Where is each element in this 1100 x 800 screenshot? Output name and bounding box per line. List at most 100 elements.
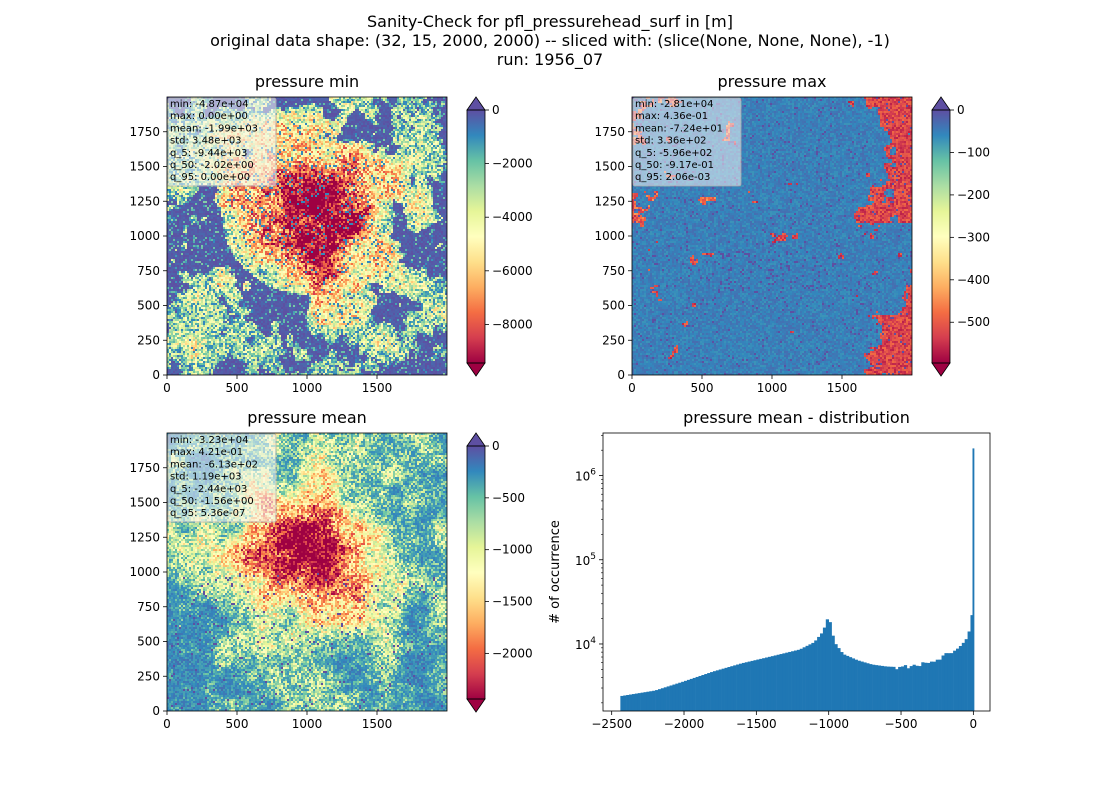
histogram-bar xyxy=(970,615,974,711)
histogram-bar xyxy=(663,687,667,711)
histogram-bar xyxy=(715,670,720,711)
heatmap-panel-1: pressure min 0 500 1000 1500 0 250 500 750 1000 12… xyxy=(129,72,532,395)
histogram-bar xyxy=(799,648,803,711)
histogram-bar xyxy=(909,666,913,711)
stats-line: mean: -7.24e+01 xyxy=(635,123,723,134)
histogram-bar xyxy=(672,684,676,711)
y-tick-label: 1250 xyxy=(594,194,625,208)
histogram-bar xyxy=(964,639,968,711)
colorbar-gradient xyxy=(467,446,485,699)
colorbar-tick-label: 0 xyxy=(957,103,965,117)
stats-line: max: 0.00e+00 xyxy=(170,111,248,122)
colorbar: 0 −100 −200 −300 −400 −500 xyxy=(931,96,990,377)
histogram-bar xyxy=(643,692,647,711)
x-tick-label: 500 xyxy=(226,717,249,731)
histogram-bar xyxy=(866,663,870,711)
histogram-bar xyxy=(655,690,659,711)
histogram-bar xyxy=(741,662,746,711)
y-tick-label: 500 xyxy=(137,299,160,313)
histogram-bar xyxy=(938,659,942,711)
stats-line: min: -4.87e+04 xyxy=(170,99,249,110)
x-tick-label: 0 xyxy=(628,381,636,395)
histogram-bar xyxy=(972,448,975,711)
histogram-bar xyxy=(684,680,688,711)
histogram-bar xyxy=(779,654,783,711)
histogram-bar xyxy=(791,651,795,711)
colorbar-tick-label: −2000 xyxy=(492,157,533,171)
histogram-bar xyxy=(901,666,905,711)
histogram-bar xyxy=(733,665,737,711)
x-tick-label: −500 xyxy=(885,717,918,731)
histogram-bar xyxy=(869,664,873,711)
stats-box-bg xyxy=(167,433,277,523)
y-tick-label: 250 xyxy=(602,333,625,347)
histogram-bar xyxy=(822,627,827,711)
colorbar-tick-label: −8000 xyxy=(492,317,533,331)
y-tick-label: 1500 xyxy=(129,496,160,510)
colorbar-extend-top xyxy=(466,432,486,447)
histogram-bar xyxy=(785,652,789,711)
heatmap-panel-3: pressure mean 0 500 1000 1500 0 250 500 750 1000 1… xyxy=(129,408,532,731)
histogram-bar xyxy=(765,657,769,711)
histogram-bar xyxy=(828,622,832,711)
colorbar-extend-bottom xyxy=(931,362,951,377)
stats-line: max: 4.21e-01 xyxy=(170,447,243,458)
stats-line: min: -2.81e+04 xyxy=(635,99,714,110)
histogram-bar xyxy=(698,675,702,711)
x-tick-label: −1000 xyxy=(808,717,849,731)
stats-line: q_50: -1.56e+00 xyxy=(170,496,254,507)
histogram-bar xyxy=(727,667,731,711)
y-tick-label: 0 xyxy=(152,368,160,382)
histogram-bar xyxy=(854,659,858,711)
y-tick-label: 104 xyxy=(575,636,596,652)
histogram-bar xyxy=(730,666,734,711)
histogram-bar xyxy=(704,674,708,711)
y-tick-label: 0 xyxy=(617,368,625,382)
panel-title: pressure max xyxy=(717,72,826,91)
stats-line: q_95: 0.00e+00 xyxy=(170,172,250,183)
histogram-bar xyxy=(631,694,636,711)
histogram-bar xyxy=(912,664,916,711)
colorbar-tick-label: 0 xyxy=(492,103,500,117)
histogram-bar xyxy=(721,668,725,711)
histogram-bar xyxy=(848,657,853,711)
x-tick-label: 500 xyxy=(226,381,249,395)
y-tick-label: 1500 xyxy=(594,160,625,174)
histogram-bar xyxy=(932,661,937,711)
histogram-bar xyxy=(889,666,893,711)
x-tick-label: 0 xyxy=(970,717,978,731)
histogram-bar xyxy=(620,695,624,711)
x-tick-label: 1500 xyxy=(362,381,393,395)
histogram-bar xyxy=(756,659,760,711)
histogram-bar xyxy=(929,661,934,711)
histogram-bar xyxy=(857,660,861,711)
y-tick-label: 106 xyxy=(575,468,596,484)
histogram-bar xyxy=(872,664,876,711)
histogram-bar xyxy=(710,672,714,711)
panel-title: pressure mean - distribution xyxy=(683,408,910,427)
histogram-bar xyxy=(967,631,971,711)
stats-line: std: 3.36e+02 xyxy=(635,136,707,147)
histogram-bar xyxy=(863,662,867,711)
histogram-bar xyxy=(958,646,963,711)
histogram-bars xyxy=(620,448,975,711)
stats-box-bg xyxy=(632,97,742,187)
stats-line: q_50: -9.17e-01 xyxy=(635,160,714,171)
colorbar-tick-label: −6000 xyxy=(492,264,533,278)
histogram-bar xyxy=(895,669,899,711)
stats-line: q_5: -5.96e+02 xyxy=(635,148,712,159)
heatmap-panel-2: pressure max 0 500 1000 1500 0 250 500 750 1000 12… xyxy=(594,72,990,395)
histogram-bar xyxy=(675,683,679,711)
histogram-bar xyxy=(776,654,780,711)
colorbar: 0 −2000 −4000 −6000 −8000 xyxy=(466,96,533,377)
x-tick-label: 1000 xyxy=(757,381,788,395)
colorbar-tick-label: −1500 xyxy=(492,595,533,609)
histogram-bar xyxy=(623,695,627,711)
histogram-bar xyxy=(903,665,908,711)
y-tick-label: 1000 xyxy=(129,229,160,243)
histogram-bar xyxy=(924,662,928,711)
histogram-bar xyxy=(793,650,798,711)
